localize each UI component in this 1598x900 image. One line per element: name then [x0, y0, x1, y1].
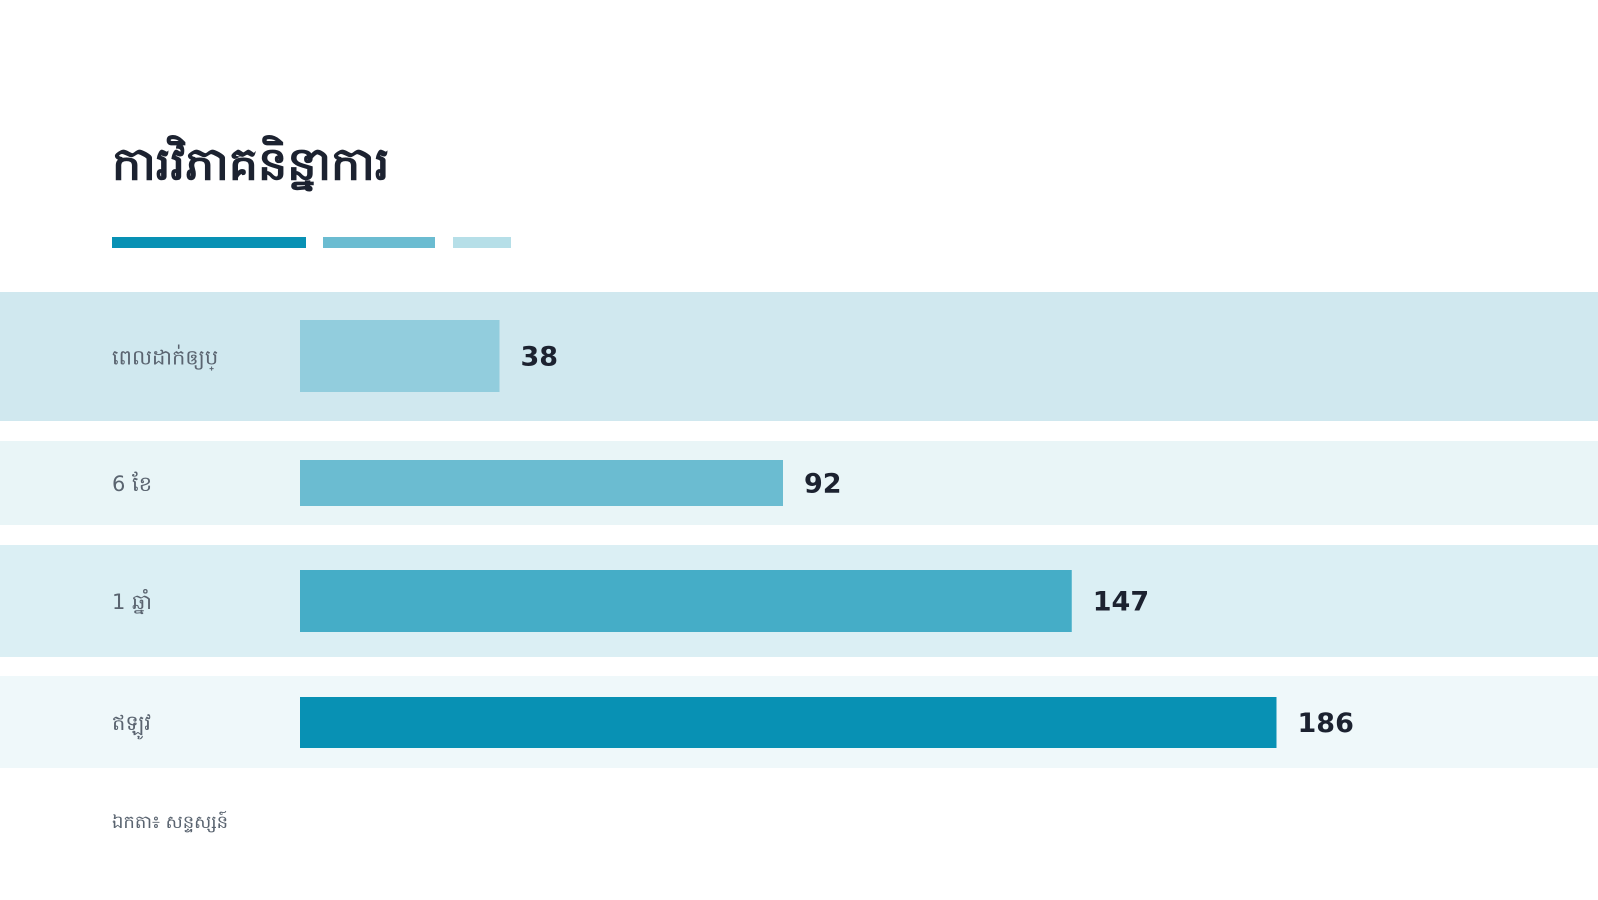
value-label: 92 [804, 469, 842, 500]
category-label: 6 ខែ [112, 471, 152, 496]
chart-title: ការវិភាគនិន្នាការ [112, 135, 389, 192]
bar [300, 697, 1277, 748]
value-label: 38 [521, 342, 559, 373]
bar [300, 460, 783, 506]
row-band [0, 292, 1598, 421]
value-label: 147 [1093, 587, 1149, 618]
accent [453, 237, 511, 248]
category-label: 1 ឆ្នាំ [112, 589, 152, 615]
accent [323, 237, 435, 248]
value-label: 186 [1298, 708, 1354, 739]
row-band [0, 441, 1598, 525]
bar [300, 570, 1072, 632]
category-label: ពេលដាក់ឲ្យប្ [112, 345, 218, 372]
bar [300, 320, 500, 392]
accent [112, 237, 306, 248]
footnote: ឯកតា៖ សន្ទស្សន៍ [112, 810, 228, 833]
